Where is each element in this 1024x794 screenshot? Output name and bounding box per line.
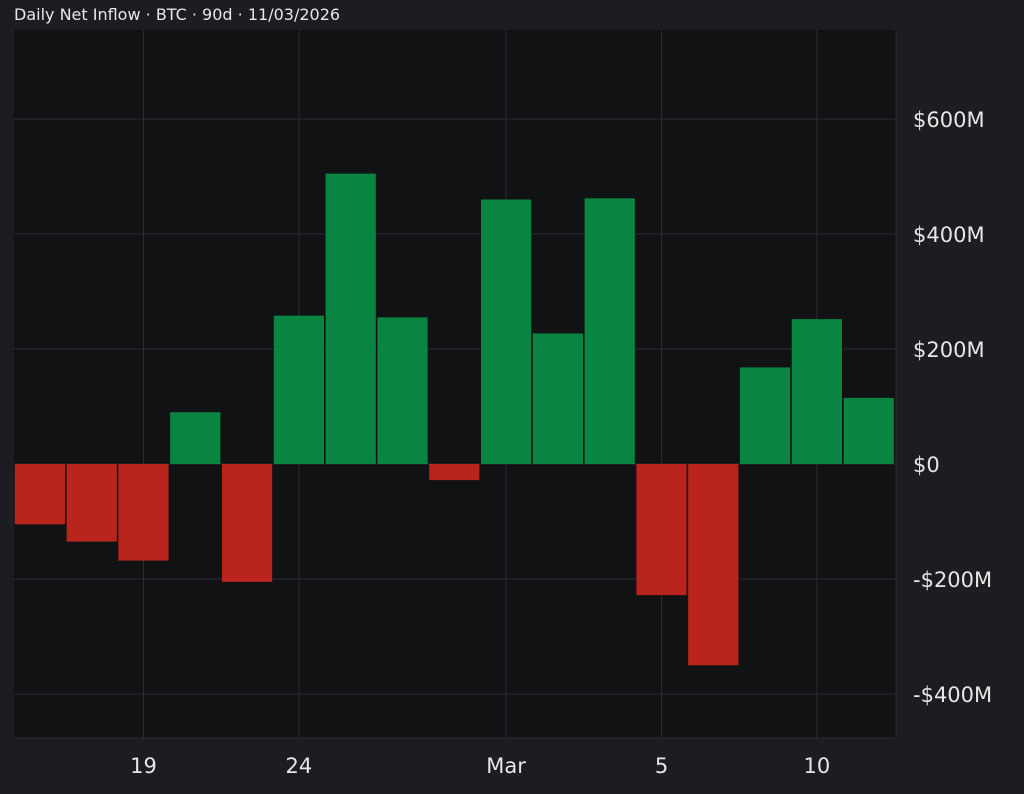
bar-positive[interactable]	[273, 315, 324, 464]
y-tick-label: $400M	[913, 223, 985, 247]
bar-positive[interactable]	[377, 317, 428, 464]
bar-negative[interactable]	[14, 464, 66, 525]
y-tick-label: $600M	[913, 108, 985, 132]
bar-negative[interactable]	[688, 464, 739, 666]
bar-negative[interactable]	[66, 464, 117, 542]
y-tick-label: $0	[913, 453, 940, 477]
bar-positive[interactable]	[843, 397, 894, 464]
bar-positive[interactable]	[532, 333, 583, 464]
bar-negative[interactable]	[222, 464, 273, 582]
y-tick-label: -$400M	[913, 683, 992, 707]
x-tick-label: 19	[130, 754, 157, 778]
bar-positive[interactable]	[481, 199, 532, 465]
y-tick-label: -$200M	[913, 568, 992, 592]
chart-title: Daily Net Inflow · BTC · 90d · 11/03/202…	[14, 5, 341, 24]
bar-negative[interactable]	[429, 464, 480, 481]
bar-positive[interactable]	[325, 173, 376, 464]
x-tick-label: 10	[804, 754, 831, 778]
x-tick-label: Mar	[486, 754, 526, 778]
bars	[14, 173, 894, 666]
bar-positive[interactable]	[170, 412, 221, 464]
bar-positive[interactable]	[740, 367, 791, 464]
grid-lines	[14, 30, 897, 739]
x-tick-label: 5	[655, 754, 668, 778]
bar-negative[interactable]	[636, 464, 687, 596]
y-axis-labels: $600M $400M $200M $0 -$200M -$400M	[913, 108, 992, 707]
bar-negative[interactable]	[118, 464, 169, 561]
x-tick-label: 24	[286, 754, 313, 778]
y-tick-label: $200M	[913, 338, 985, 362]
x-axis-labels: 19 24 Mar 5 10	[130, 754, 830, 778]
bar-positive[interactable]	[584, 198, 635, 464]
bar-positive[interactable]	[791, 319, 842, 464]
